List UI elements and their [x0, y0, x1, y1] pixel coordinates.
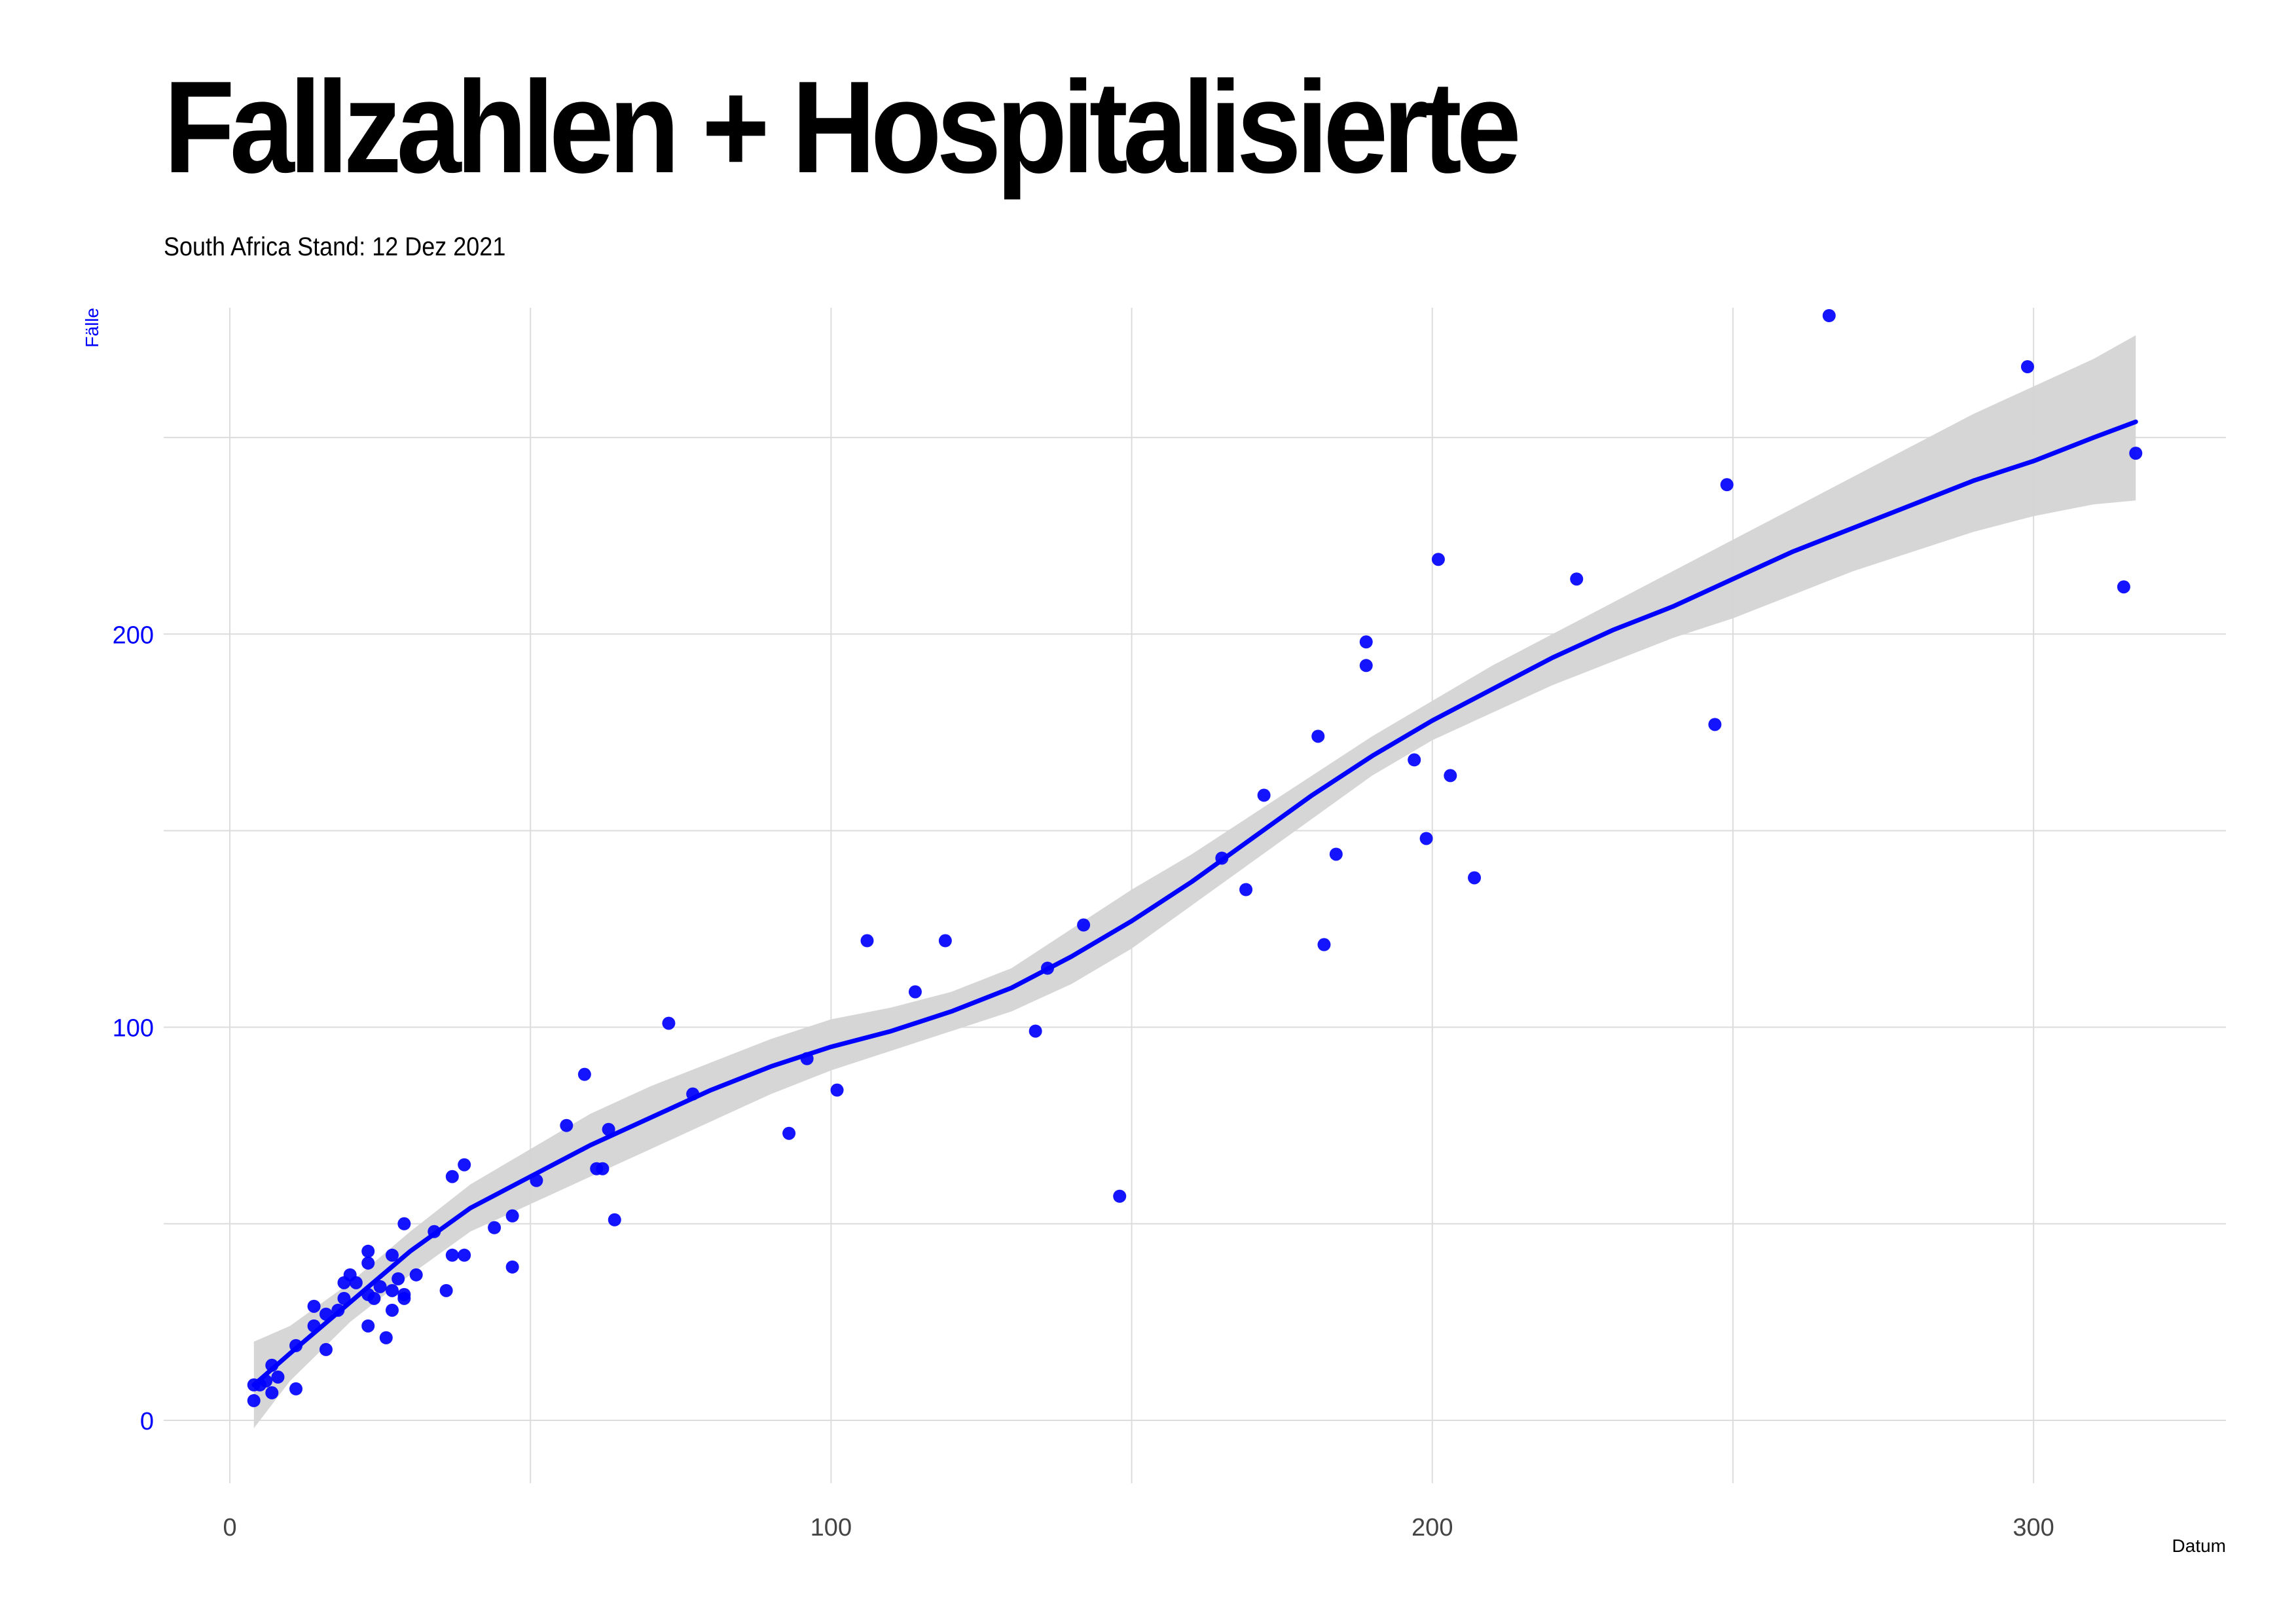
data-point	[1359, 659, 1373, 673]
data-point	[505, 1260, 519, 1274]
y-tick-label: 200	[113, 621, 154, 649]
data-point	[397, 1291, 411, 1305]
data-point	[1077, 918, 1091, 932]
x-axis-title: Datum	[2172, 1536, 2226, 1556]
data-point	[385, 1283, 399, 1297]
data-point	[1444, 769, 1457, 783]
data-point	[488, 1221, 501, 1234]
data-point	[271, 1370, 285, 1384]
data-point	[361, 1256, 375, 1270]
data-point	[289, 1382, 303, 1395]
data-point	[830, 1083, 844, 1097]
data-point	[860, 934, 874, 948]
data-point	[1029, 1024, 1042, 1038]
data-point	[1708, 718, 1722, 731]
data-point	[1468, 871, 1482, 885]
data-point	[560, 1118, 574, 1132]
axes: 0 100 200 300 0 100 200 Datum Fälle	[82, 308, 2226, 1556]
data-point	[361, 1319, 375, 1333]
data-point	[1822, 309, 1836, 323]
data-point	[1113, 1189, 1127, 1203]
y-axis-title: Fälle	[82, 308, 102, 348]
data-point	[439, 1283, 453, 1297]
x-tick-label: 300	[2013, 1514, 2054, 1541]
data-point	[1311, 729, 1325, 743]
trend-line-path	[251, 419, 2138, 1388]
x-tick-label: 100	[811, 1514, 852, 1541]
data-point	[505, 1209, 519, 1223]
data-point	[2020, 360, 2034, 374]
data-point	[307, 1299, 321, 1313]
data-point	[373, 1280, 387, 1293]
data-point	[361, 1244, 375, 1258]
data-point	[938, 934, 952, 948]
data-point	[1720, 478, 1734, 492]
x-tick-label: 0	[223, 1514, 236, 1541]
data-point	[319, 1342, 333, 1356]
data-point	[458, 1248, 471, 1262]
data-point	[2117, 580, 2130, 594]
data-point	[782, 1126, 796, 1140]
data-point	[409, 1268, 423, 1282]
data-point	[1257, 788, 1271, 802]
chart-subtitle: South Africa Stand: 12 Dez 2021	[164, 232, 506, 261]
data-point	[608, 1213, 621, 1227]
y-tick-label: 0	[140, 1408, 154, 1435]
trend-line	[251, 419, 2138, 1388]
data-point	[1570, 572, 1584, 586]
data-point	[265, 1386, 279, 1399]
chart-title: Fallzahlen + Hospitalisierte	[164, 54, 1522, 200]
grid-lines	[164, 308, 2226, 1483]
data-point	[392, 1272, 405, 1285]
data-point	[2129, 447, 2143, 460]
data-point	[367, 1291, 381, 1305]
data-point	[385, 1303, 399, 1317]
data-point	[1408, 753, 1421, 767]
data-point	[1359, 635, 1373, 649]
data-point	[1317, 938, 1331, 951]
data-point	[602, 1122, 615, 1136]
y-tick-label: 100	[113, 1015, 154, 1043]
data-point	[445, 1170, 459, 1183]
data-point	[445, 1248, 459, 1262]
data-point	[458, 1158, 471, 1172]
data-point	[385, 1248, 399, 1262]
data-point	[908, 985, 922, 999]
data-point	[662, 1016, 676, 1030]
data-point	[577, 1067, 591, 1081]
data-point	[1239, 883, 1253, 896]
data-point	[1419, 832, 1433, 845]
x-tick-label: 200	[1412, 1514, 1453, 1541]
data-point	[596, 1162, 610, 1175]
data-point	[397, 1217, 411, 1230]
data-points	[247, 309, 2143, 1407]
data-point	[247, 1393, 261, 1407]
data-point	[1431, 553, 1445, 566]
data-point	[379, 1331, 393, 1344]
data-point	[1329, 847, 1343, 861]
data-point	[349, 1276, 363, 1289]
